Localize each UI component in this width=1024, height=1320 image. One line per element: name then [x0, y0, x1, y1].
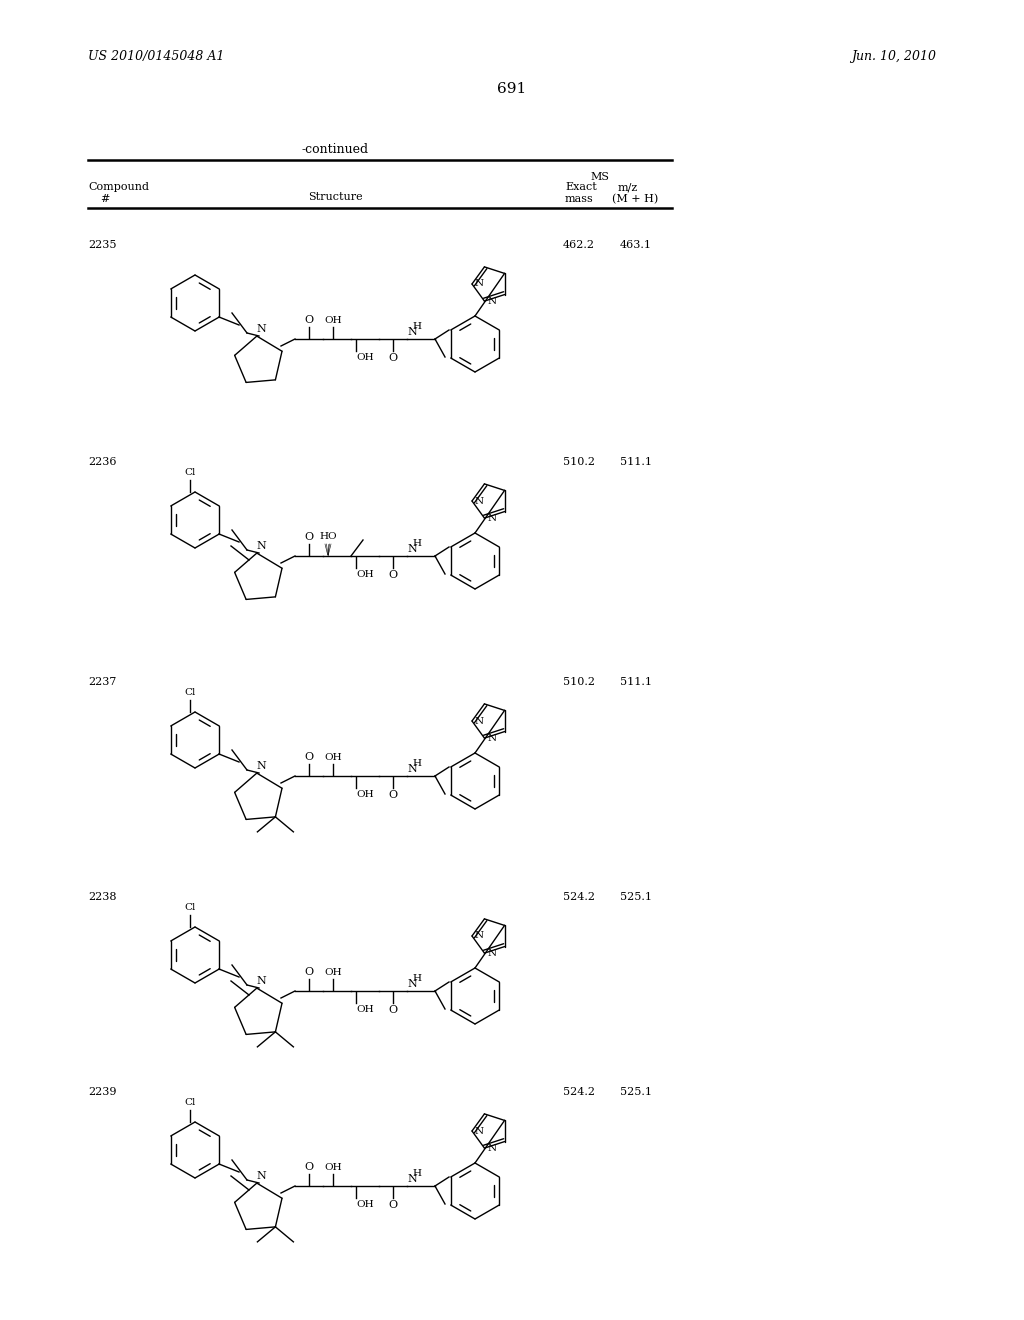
Text: H: H [413, 539, 422, 548]
Text: Cl: Cl [184, 469, 196, 477]
Text: 510.2: 510.2 [563, 677, 595, 686]
Text: 2238: 2238 [88, 892, 117, 902]
Text: O: O [304, 968, 313, 977]
Text: O: O [304, 315, 313, 325]
Text: N: N [256, 762, 266, 771]
Text: N: N [475, 280, 484, 289]
Text: Cl: Cl [184, 903, 196, 912]
Text: mass: mass [565, 194, 594, 205]
Text: N: N [487, 297, 497, 306]
Text: O: O [304, 1162, 313, 1172]
Text: US 2010/0145048 A1: US 2010/0145048 A1 [88, 50, 224, 63]
Text: #: # [100, 194, 110, 205]
Text: N: N [475, 932, 484, 940]
Text: OH: OH [356, 789, 374, 799]
Text: N: N [256, 975, 266, 986]
Text: OH: OH [325, 315, 342, 325]
Text: O: O [304, 752, 313, 762]
Text: 2236: 2236 [88, 457, 117, 467]
Text: OH: OH [356, 352, 374, 362]
Text: -continued: -continued [301, 143, 369, 156]
Text: 2239: 2239 [88, 1086, 117, 1097]
Text: N: N [408, 327, 417, 337]
Text: 511.1: 511.1 [620, 677, 652, 686]
Text: Structure: Structure [307, 191, 362, 202]
Text: 524.2: 524.2 [563, 892, 595, 902]
Text: Jun. 10, 2010: Jun. 10, 2010 [851, 50, 936, 63]
Text: N: N [487, 949, 497, 957]
Text: 525.1: 525.1 [620, 1086, 652, 1097]
Text: H: H [413, 759, 422, 768]
Text: 525.1: 525.1 [620, 892, 652, 902]
Text: O: O [388, 789, 397, 800]
Text: N: N [487, 734, 497, 743]
Text: 2237: 2237 [88, 677, 117, 686]
Text: 524.2: 524.2 [563, 1086, 595, 1097]
Text: O: O [388, 1005, 397, 1015]
Text: N: N [408, 1173, 417, 1184]
Text: OH: OH [325, 968, 342, 977]
Text: N: N [256, 541, 266, 550]
Text: O: O [388, 570, 397, 579]
Text: Exact: Exact [565, 182, 597, 191]
Text: OH: OH [325, 1163, 342, 1172]
Text: 2235: 2235 [88, 240, 117, 249]
Text: 691: 691 [498, 82, 526, 96]
Text: N: N [408, 979, 417, 989]
Text: Compound: Compound [88, 182, 150, 191]
Text: N: N [256, 323, 266, 334]
Text: N: N [487, 1143, 497, 1152]
Text: 510.2: 510.2 [563, 457, 595, 467]
Text: (M + H): (M + H) [612, 194, 658, 205]
Text: MS: MS [591, 172, 609, 182]
Text: OH: OH [325, 752, 342, 762]
Text: OH: OH [356, 570, 374, 579]
Text: OH: OH [356, 1005, 374, 1014]
Text: H: H [413, 322, 422, 331]
Text: N: N [256, 1171, 266, 1181]
Text: N: N [475, 496, 484, 506]
Text: N: N [487, 513, 497, 523]
Text: N: N [475, 1126, 484, 1135]
Text: 463.1: 463.1 [620, 240, 652, 249]
Text: m/z: m/z [618, 182, 638, 191]
Text: N: N [408, 764, 417, 774]
Text: O: O [388, 352, 397, 363]
Text: N: N [408, 544, 417, 554]
Text: Cl: Cl [184, 688, 196, 697]
Text: OH: OH [356, 1200, 374, 1209]
Text: 462.2: 462.2 [563, 240, 595, 249]
Text: N: N [475, 717, 484, 726]
Text: HO: HO [319, 532, 337, 541]
Text: H: H [413, 974, 422, 983]
Text: H: H [413, 1170, 422, 1177]
Text: Cl: Cl [184, 1098, 196, 1107]
Text: O: O [388, 1200, 397, 1210]
Text: 511.1: 511.1 [620, 457, 652, 467]
Text: O: O [304, 532, 313, 543]
